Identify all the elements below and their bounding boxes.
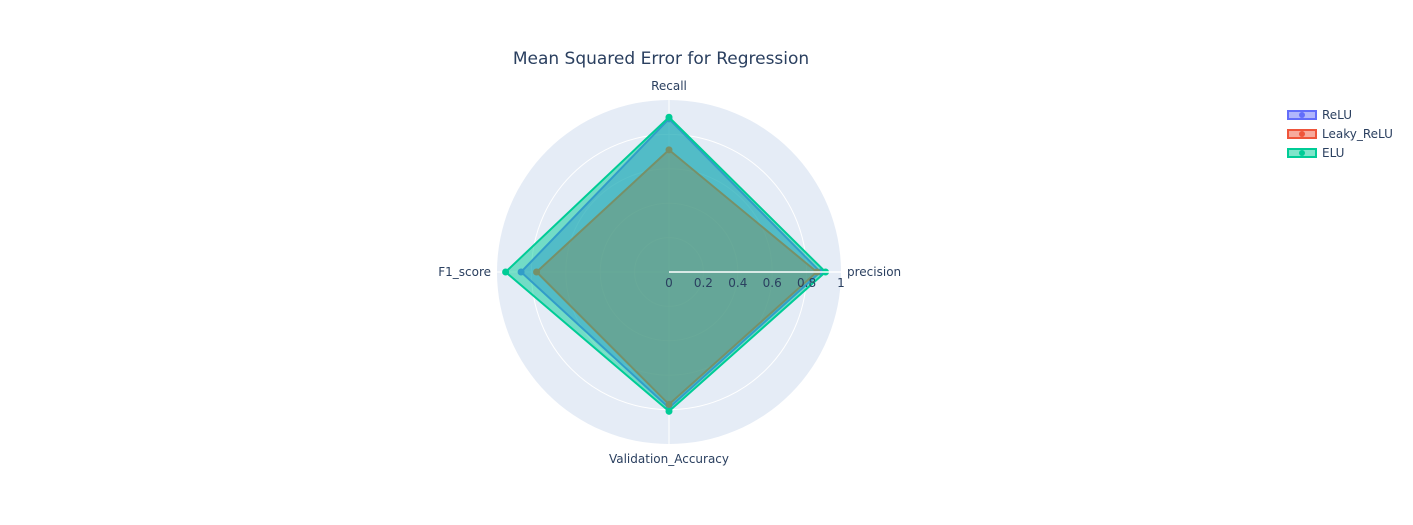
angular-axis-labels: precision Recall F1_score Validation_Accura…	[438, 79, 901, 466]
data-point-elu-f1_score	[502, 268, 510, 276]
radial-tick-label: 0.4	[728, 276, 747, 290]
legend-label: ELU	[1322, 146, 1344, 160]
legend-item-leaky_relu[interactable]: Leaky_ReLU	[1287, 127, 1393, 141]
legend-item-relu[interactable]: ReLU	[1287, 108, 1352, 122]
radial-tick-label: 0.6	[763, 276, 782, 290]
series-layer	[502, 113, 830, 415]
radial-tick-label: 0	[665, 276, 673, 290]
legend-label: ReLU	[1322, 108, 1352, 122]
legend[interactable]: ReLU Leaky_ReLU ELU	[1287, 108, 1393, 160]
radial-tick-label: 0.8	[797, 276, 816, 290]
legend-marker	[1299, 131, 1305, 137]
data-point-elu-validation_accuracy	[665, 407, 673, 415]
radial-axis: 0 0.2 0.4 0.6 0.8 1	[665, 271, 845, 290]
radial-tick-label: 1	[837, 276, 845, 290]
axis-label-recall: Recall	[651, 79, 687, 93]
legend-marker	[1299, 150, 1305, 156]
axis-label-validation_accuracy: Validation_Accuracy	[609, 452, 729, 466]
legend-marker	[1299, 112, 1305, 118]
legend-label: Leaky_ReLU	[1322, 127, 1393, 141]
axis-label-f1_score: F1_score	[438, 265, 491, 279]
data-point-elu-recall	[665, 113, 673, 121]
radial-tick-label: 0.2	[694, 276, 713, 290]
legend-item-elu[interactable]: ELU	[1287, 146, 1344, 160]
chart-title: Mean Squared Error for Regression	[513, 49, 809, 69]
axis-label-precision: precision	[847, 265, 901, 279]
